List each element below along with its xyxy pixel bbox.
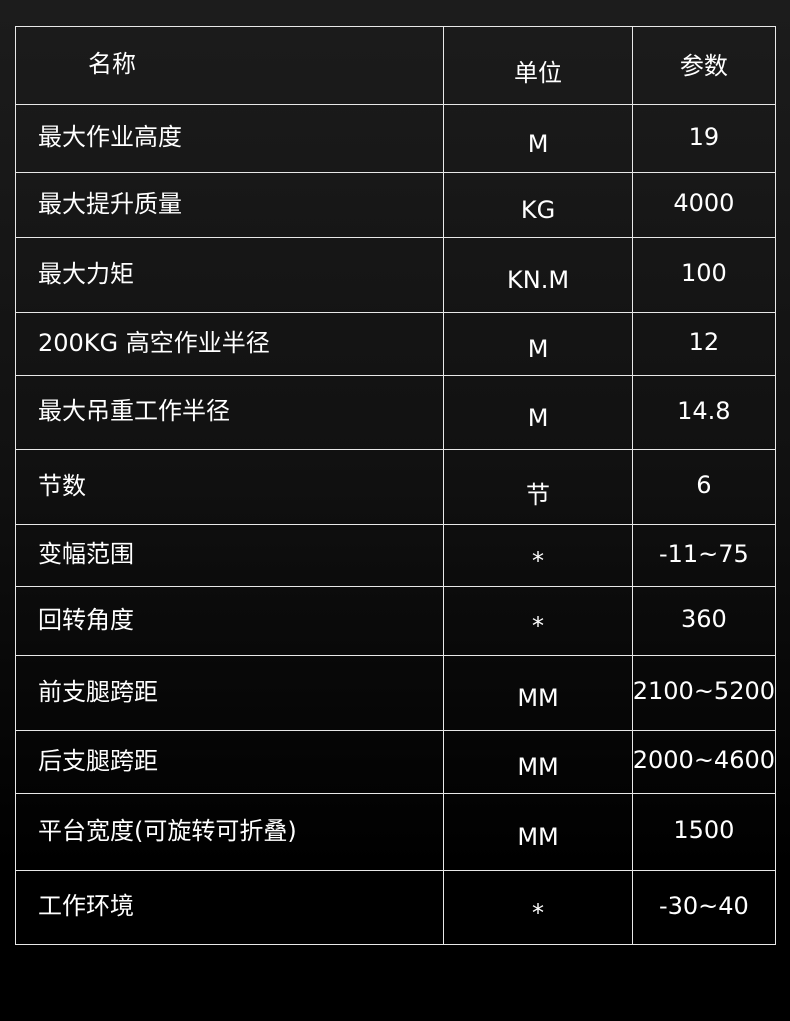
table-row: 后支腿跨距 MM 2000~4600 xyxy=(14,730,777,794)
unit-cell-text: MM xyxy=(517,753,559,781)
name-cell: 后支腿跨距 xyxy=(14,730,445,794)
unit-cell: * xyxy=(443,586,633,656)
value-cell: -11~75 xyxy=(631,524,777,587)
name-cell-text: 节数 xyxy=(38,471,86,500)
value-cell-text: 6 xyxy=(696,471,712,499)
unit-cell: MM xyxy=(443,730,633,794)
unit-cell: KN.M xyxy=(443,237,633,313)
header-value: 参数 xyxy=(631,26,777,105)
name-cell: 最大力矩 xyxy=(14,237,445,313)
name-cell: 前支腿跨距 xyxy=(14,655,445,731)
name-cell-text: 最大力矩 xyxy=(38,259,134,288)
unit-cell: M xyxy=(443,375,633,450)
unit-cell-text: M xyxy=(527,129,549,158)
name-cell-text: 前支腿跨距 xyxy=(38,677,158,706)
name-cell: 最大作业高度 xyxy=(14,104,445,173)
unit-cell: * xyxy=(443,870,633,945)
value-cell-text: 4000 xyxy=(673,189,735,217)
value-cell-text: -11~75 xyxy=(658,539,749,568)
table-row: 200KG 高空作业半径 M 12 xyxy=(14,312,777,376)
header-unit: 单位 xyxy=(443,26,633,105)
unit-cell: MM xyxy=(443,793,633,871)
value-cell-text: 12 xyxy=(688,328,720,356)
unit-cell-text: KN.M xyxy=(507,266,570,294)
name-cell: 200KG 高空作业半径 xyxy=(14,312,445,376)
value-cell: 100 xyxy=(631,237,777,313)
table-row: 最大作业高度 M 19 xyxy=(14,104,777,173)
table-row: 平台宽度(可旋转可折叠) MM 1500 xyxy=(14,793,777,871)
table-row: 最大吊重工作半径 M 14.8 xyxy=(14,375,777,450)
unit-cell-text: M xyxy=(527,403,549,432)
table-row: 前支腿跨距 MM 2100~5200 xyxy=(14,655,777,731)
table-row: 节数 节 6 xyxy=(14,449,777,525)
name-cell-text: 200KG 高空作业半径 xyxy=(38,328,270,357)
table-row: 变幅范围 * -11~75 xyxy=(14,524,777,587)
value-cell-text: 19 xyxy=(688,122,720,151)
value-cell-text: 2000~4600 xyxy=(632,746,775,774)
unit-cell-text: 节 xyxy=(526,480,551,509)
value-cell: -30~40 xyxy=(631,870,777,945)
name-cell: 变幅范围 xyxy=(14,524,445,587)
name-cell-text: 最大提升质量 xyxy=(38,189,182,218)
unit-cell: M xyxy=(443,312,633,376)
name-cell-text: 最大吊重工作半径 xyxy=(38,397,230,425)
spec-table: 名称 单位 参数 最大作业高度 M 19 最大提升质量 KG 4000 最大力矩 KN.M 10… xyxy=(14,26,777,945)
value-cell: 14.8 xyxy=(631,375,777,450)
table-header-row: 名称 单位 参数 xyxy=(14,26,777,105)
unit-cell-text: KG xyxy=(520,196,556,224)
name-cell: 节数 xyxy=(14,449,445,525)
value-cell: 19 xyxy=(631,104,777,173)
unit-cell-text: M xyxy=(527,335,549,363)
unit-cell-text: MM xyxy=(517,823,559,851)
name-cell-text: 回转角度 xyxy=(38,605,134,634)
unit-cell-text: * xyxy=(532,898,545,927)
name-cell: 回转角度 xyxy=(14,586,445,656)
unit-cell-text: * xyxy=(532,546,545,575)
value-cell: 12 xyxy=(631,312,777,376)
name-cell-text: 最大作业高度 xyxy=(38,123,182,151)
header-name: 名称 xyxy=(14,26,445,105)
value-cell-text: 14.8 xyxy=(677,396,731,425)
name-cell-text: 变幅范围 xyxy=(38,540,134,568)
unit-cell-text: MM xyxy=(517,684,559,712)
unit-cell: M xyxy=(443,104,633,173)
value-cell: 1500 xyxy=(631,793,777,871)
table-row: 工作环境 * -30~40 xyxy=(14,870,777,945)
unit-cell: KG xyxy=(443,172,633,238)
name-cell: 最大吊重工作半径 xyxy=(14,375,445,450)
unit-cell-text: * xyxy=(532,612,545,640)
value-cell-text: 360 xyxy=(680,605,727,633)
table-row: 回转角度 * 360 xyxy=(14,586,777,656)
name-cell-text: 工作环境 xyxy=(38,892,134,920)
value-cell: 2100~5200 xyxy=(631,655,777,731)
table-row: 最大力矩 KN.M 100 xyxy=(14,237,777,313)
value-cell-text: 100 xyxy=(680,259,727,287)
value-cell-text: -30~40 xyxy=(658,891,749,920)
unit-cell: MM xyxy=(443,655,633,731)
value-cell: 4000 xyxy=(631,172,777,238)
value-cell: 360 xyxy=(631,586,777,656)
name-cell: 工作环境 xyxy=(14,870,445,945)
name-cell-text: 后支腿跨距 xyxy=(38,746,158,775)
unit-cell: * xyxy=(443,524,633,587)
name-cell-text: 平台宽度(可旋转可折叠) xyxy=(38,816,297,845)
value-cell-text: 1500 xyxy=(673,816,735,844)
value-cell-text: 2100~5200 xyxy=(632,677,775,705)
value-cell: 2000~4600 xyxy=(631,730,777,794)
name-cell: 最大提升质量 xyxy=(14,172,445,238)
value-cell: 6 xyxy=(631,449,777,525)
name-cell: 平台宽度(可旋转可折叠) xyxy=(14,793,445,871)
unit-cell: 节 xyxy=(443,449,633,525)
table-row: 最大提升质量 KG 4000 xyxy=(14,172,777,238)
